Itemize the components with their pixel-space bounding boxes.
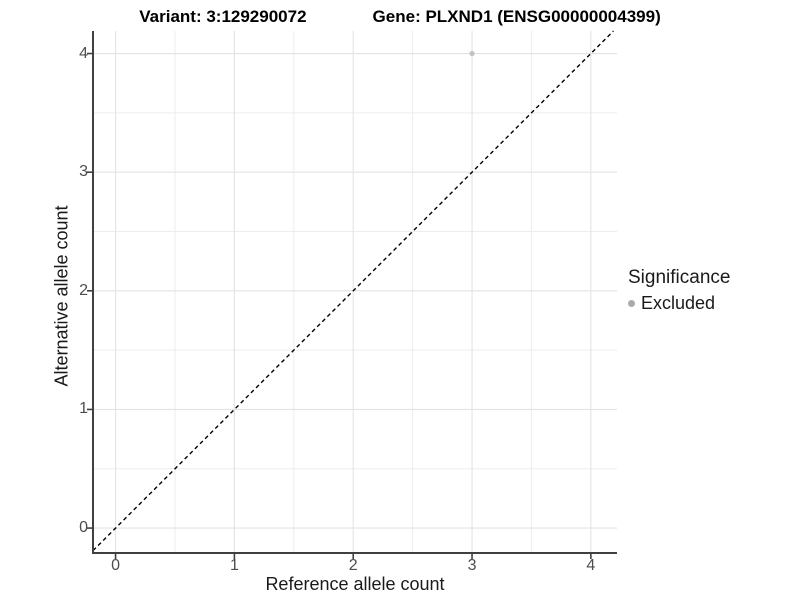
plot-title-variant: Variant: 3:129290072 [139,7,307,26]
x-tick-label-2: 2 [348,557,358,574]
data-point-excluded [469,50,475,57]
y-tick-label-1: 1 [79,400,88,418]
x-axis-tick-labels: 0 1 2 3 4 [93,557,617,575]
plot-svg [87,30,617,559]
x-tick-label-1: 1 [229,557,239,574]
identity-line [92,30,614,552]
legend-item-excluded: Excluded [628,292,730,314]
y-tick-label-3: 3 [79,163,88,181]
y-tick-label-0: 0 [79,519,88,537]
x-tick-label-0: 0 [111,557,121,574]
x-tick-label-4: 4 [586,557,596,574]
plot-panel [87,30,617,559]
x-axis-title: Reference allele count [265,574,445,594]
y-tick-label-2: 2 [79,281,88,299]
plot-title-gene: Gene: PLXND1 (ENSG00000004399) [372,7,661,26]
legend: Significance Excluded [628,266,730,314]
excluded-dot-icon [628,299,635,307]
x-tick-label-3: 3 [467,557,477,574]
y-tick-label-4: 4 [79,44,88,62]
y-axis-tick-labels: 0 1 2 3 4 [58,31,88,553]
plot-title-row: Variant: 3:129290072 Gene: PLXND1 (ENSG0… [0,7,800,27]
legend-item-label: Excluded [641,293,716,313]
legend-title: Significance [628,267,731,288]
